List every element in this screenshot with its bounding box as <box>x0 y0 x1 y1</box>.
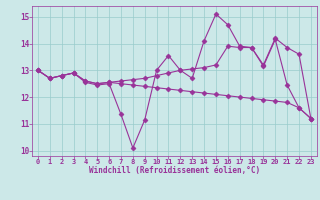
X-axis label: Windchill (Refroidissement éolien,°C): Windchill (Refroidissement éolien,°C) <box>89 166 260 175</box>
